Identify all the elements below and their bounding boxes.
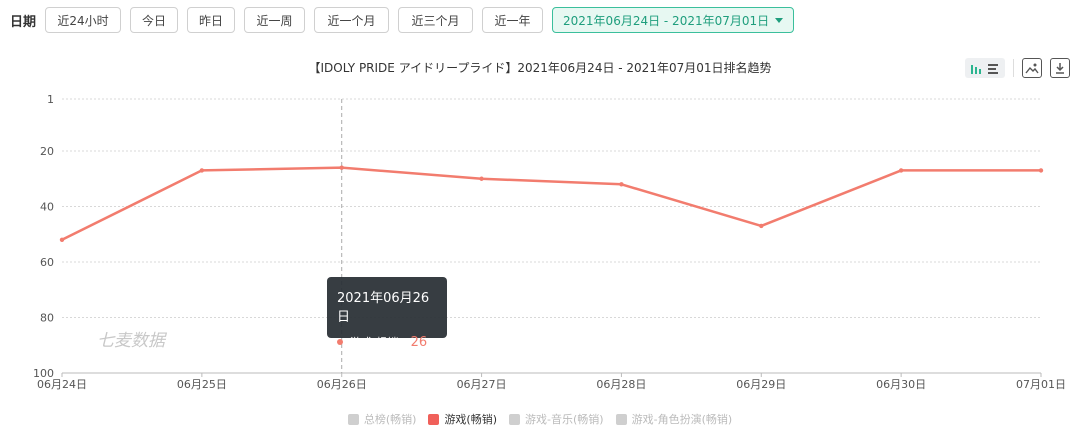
view-toggle[interactable] (965, 58, 1005, 78)
chart-toolbar (965, 58, 1070, 78)
filter-last-month-button[interactable]: 近一个月 (314, 7, 390, 33)
legend-label: 游戏-角色扮演(畅销) (631, 413, 733, 426)
chart-title: 【IDOLY PRIDE アイドリープライド】2021年06月24日 - 202… (308, 61, 772, 75)
x-tick-label: 06月30日 (876, 378, 926, 391)
data-point (759, 223, 764, 229)
data-point (59, 237, 65, 242)
x-tick-label: 06月28日 (596, 378, 646, 391)
x-tick-label: 06月27日 (457, 378, 507, 391)
y-tick-label: 100 (33, 367, 54, 380)
x-tick-label: 06月29日 (736, 378, 786, 391)
filter-last-week-button[interactable]: 近一周 (244, 7, 306, 33)
download-icon[interactable] (1050, 58, 1070, 78)
chart-legend: 总榜(畅销) 游戏(畅销) 游戏-音乐(畅销) 游戏-角色扮演(畅销) (0, 411, 1080, 427)
series-line (61, 166, 1041, 241)
y-tick-label: 1 (47, 93, 54, 106)
filter-last-three-months-button[interactable]: 近三个月 (398, 7, 474, 33)
tooltip-row: 游戏(畅销) 26 (337, 334, 437, 350)
date-range-picker[interactable]: 2021年06月24日 - 2021年07月01日 (552, 7, 795, 33)
legend-swatch (509, 413, 521, 425)
list-view-icon[interactable] (985, 61, 1001, 75)
date-range-text: 2021年06月24日 - 2021年07月01日 (563, 13, 770, 28)
toolbar-divider (1013, 59, 1014, 77)
tooltip-series-name: 游戏(畅销) (350, 336, 403, 349)
data-point (479, 176, 484, 181)
data-point (199, 168, 205, 173)
x-tick-label: 07月01日 (1016, 378, 1066, 391)
image-icon[interactable] (1022, 58, 1042, 78)
legend-swatch (428, 413, 440, 425)
legend-swatch (615, 413, 627, 425)
filter-last-year-button[interactable]: 近一年 (482, 7, 544, 33)
data-point (1038, 168, 1044, 173)
legend-swatch (347, 413, 359, 425)
y-tick-label: 60 (40, 256, 54, 269)
filter-yesterday-button[interactable]: 昨日 (187, 7, 236, 33)
legend-label: 游戏(畅销) (444, 413, 498, 426)
legend-item-games-music[interactable]: 游戏-音乐(畅销) (509, 411, 604, 427)
bar-view-icon[interactable] (969, 61, 985, 75)
legend-label: 游戏-音乐(畅销) (525, 413, 604, 426)
caret-down-icon (775, 17, 784, 23)
date-filter-bar: 日期 近24小时 今日 昨日 近一周 近一个月 近三个月 近一年 2021年06… (10, 6, 803, 34)
chart-tooltip: 2021年06月26日 游戏(畅销) 26 (327, 277, 447, 350)
tooltip-series-dot (337, 339, 343, 345)
watermark-text: 七麦数据 (97, 331, 165, 351)
y-tick-label: 20 (40, 145, 54, 158)
date-filter-label: 日期 (10, 14, 37, 30)
filter-last-24h-button[interactable]: 近24小时 (45, 7, 122, 33)
data-point (339, 165, 344, 170)
tooltip-value: 26 (410, 334, 428, 350)
legend-label: 总榜(畅销) (363, 413, 417, 426)
data-point (898, 168, 904, 173)
x-tick-label: 06月25日 (177, 378, 227, 391)
legend-item-games[interactable]: 游戏(畅销) (428, 411, 497, 427)
y-tick-label: 40 (40, 201, 54, 214)
x-tick-label: 06月24日 (37, 378, 87, 391)
legend-item-games-rpg[interactable]: 游戏-角色扮演(畅销) (615, 411, 733, 427)
y-tick-label: 80 (40, 312, 54, 325)
legend-item-overall[interactable]: 总榜(畅销) (347, 411, 417, 427)
x-tick-label: 06月26日 (317, 378, 367, 391)
filter-today-button[interactable]: 今日 (130, 7, 179, 33)
data-point (619, 182, 624, 187)
tooltip-date: 2021年06月26日 (337, 291, 430, 325)
